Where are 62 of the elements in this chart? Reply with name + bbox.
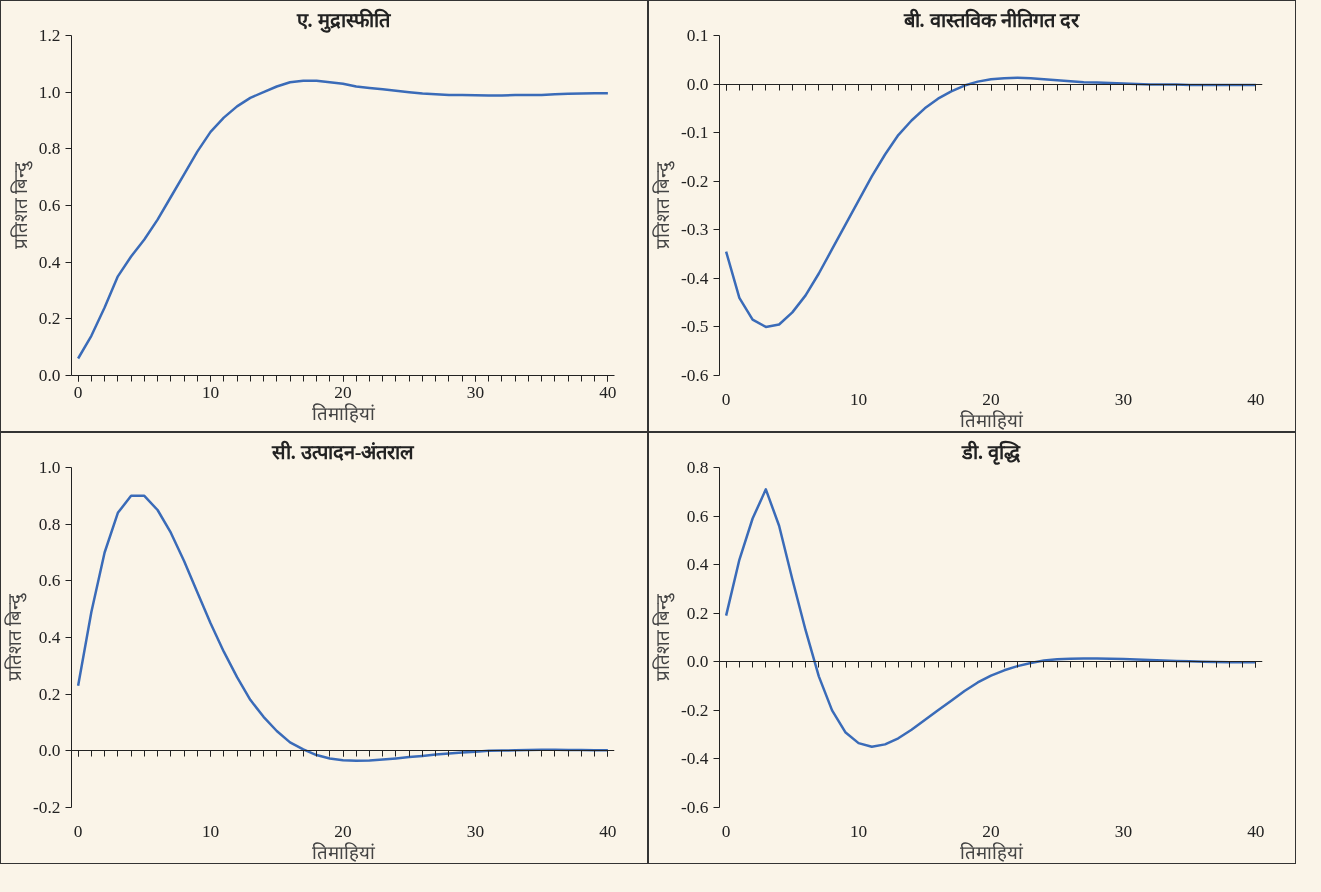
y-axis-title: प्रतिशत बिन्दु (4, 592, 28, 682)
x-tick-label: 0 (73, 821, 83, 841)
chart-title: डी. वृद्धि (961, 439, 1021, 465)
y-tick-label: 0.8 (38, 514, 61, 534)
chart-title: सी. उत्पादन-अंतराल (270, 439, 416, 463)
chart-title: बी. वास्तविक नीतिगत दर (902, 7, 1080, 31)
y-tick-label: 0.0 (686, 74, 709, 94)
y-axis-title: प्रतिशत बिन्दु (652, 592, 676, 682)
y-axis-title: प्रतिशत बिन्दु (652, 160, 676, 250)
y-tick-label: 0.1 (686, 26, 709, 45)
y-tick-label: 0.6 (686, 506, 709, 526)
x-tick-label: 40 (599, 382, 617, 402)
y-tick-label: -0.1 (681, 123, 709, 143)
y-tick-label: 1.0 (38, 458, 61, 477)
y-tick-label: -0.2 (681, 171, 709, 191)
y-tick-label: 1.0 (38, 82, 61, 102)
x-axis-title: तिमाहियां (311, 402, 376, 424)
x-tick-label: 10 (201, 382, 220, 402)
y-tick-label: -0.3 (681, 220, 709, 240)
y-tick-label: -0.6 (681, 366, 709, 385)
y-tick-label: 0.6 (38, 571, 61, 591)
x-tick-label: 20 (334, 382, 352, 402)
y-tick-label: -0.2 (681, 700, 709, 720)
y-tick-label: 0.6 (38, 196, 61, 215)
y-tick-label: 0.8 (686, 458, 709, 477)
y-tick-label: 0.2 (38, 309, 61, 329)
x-tick-label: 10 (849, 821, 868, 841)
y-tick-label: 0.4 (686, 555, 709, 575)
x-tick-label: 0 (721, 821, 731, 841)
x-axis-title: तिमाहियां (311, 841, 376, 863)
y-tick-label: 0.2 (686, 603, 709, 623)
x-tick-label: 30 (466, 382, 485, 402)
x-tick-label: 20 (334, 821, 352, 841)
x-tick-label: 0 (721, 389, 731, 409)
y-tick-label: 0.0 (38, 366, 61, 385)
x-tick-label: 30 (1114, 389, 1133, 409)
y-tick-label: -0.5 (681, 317, 709, 337)
y-tick-label: -0.2 (33, 798, 61, 817)
x-axis-title: तिमाहियां (959, 409, 1024, 431)
y-tick-label: 0.2 (38, 684, 61, 704)
x-axis-title: तिमाहियां (959, 841, 1024, 863)
y-axis-title: प्रतिशत बिन्दु (9, 160, 33, 250)
y-tick-label: 0.4 (38, 628, 61, 647)
x-tick-label: 40 (1247, 389, 1265, 409)
x-tick-label: 20 (982, 821, 1000, 841)
x-tick-label: 10 (201, 821, 220, 841)
x-tick-label: 40 (599, 821, 617, 841)
y-tick-label: 0.0 (686, 652, 709, 672)
x-tick-label: 30 (466, 821, 485, 841)
x-tick-label: 30 (1114, 821, 1133, 841)
x-tick-label: 0 (73, 382, 83, 402)
y-tick-label: -0.4 (681, 749, 709, 769)
x-tick-label: 10 (849, 389, 868, 409)
y-tick-label: 0.4 (38, 252, 61, 272)
y-tick-label: 1.2 (38, 26, 61, 45)
y-tick-label: -0.4 (681, 268, 709, 288)
chart-title: ए. मुद्रास्फीति (295, 7, 392, 33)
y-tick-label: 0.0 (38, 741, 61, 761)
x-tick-label: 40 (1247, 821, 1265, 841)
x-tick-label: 20 (982, 389, 1000, 409)
y-tick-label: 0.8 (38, 139, 61, 159)
y-tick-label: -0.6 (681, 798, 709, 817)
